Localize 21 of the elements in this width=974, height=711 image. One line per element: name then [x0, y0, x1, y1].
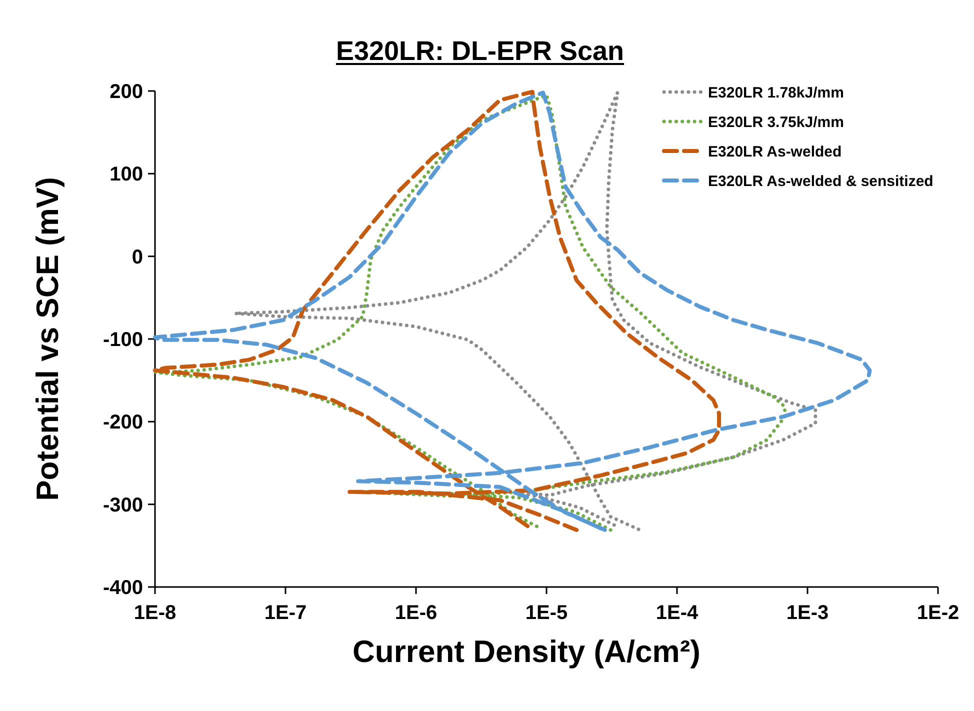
- y-tick-label: 200: [110, 81, 143, 103]
- y-tick-label: -100: [102, 329, 143, 351]
- x-tick-label: 1E-5: [525, 602, 568, 624]
- legend-label: E320LR 3.75kJ/mm: [708, 114, 844, 131]
- chart-title: E320LR: DL-EPR Scan: [336, 36, 624, 66]
- y-tick-label: 0: [132, 246, 143, 268]
- x-tick-label: 1E-8: [134, 602, 176, 624]
- y-tick-label: -200: [102, 412, 143, 434]
- y-axis-title: Potential vs SCE (mV): [30, 177, 65, 501]
- y-tick-label: 100: [110, 164, 143, 186]
- x-tick-label: 1E-2: [916, 602, 960, 624]
- legend-label: E320LR 1.78kJ/mm: [708, 84, 844, 102]
- legend-label: E320LR As-welded & sensitized: [708, 172, 934, 190]
- x-tick-label: 1E-6: [394, 602, 438, 624]
- x-tick-label: 1E-4: [656, 602, 699, 624]
- x-axis-title: Current Density (A/cm²): [352, 634, 700, 669]
- y-tick-label: -300: [102, 494, 143, 516]
- legend-label: E320LR As-welded: [708, 143, 842, 160]
- y-tick-label: -400: [102, 577, 143, 599]
- x-tick-label: 1E-3: [786, 602, 829, 624]
- x-tick-label: 1E-7: [264, 602, 307, 624]
